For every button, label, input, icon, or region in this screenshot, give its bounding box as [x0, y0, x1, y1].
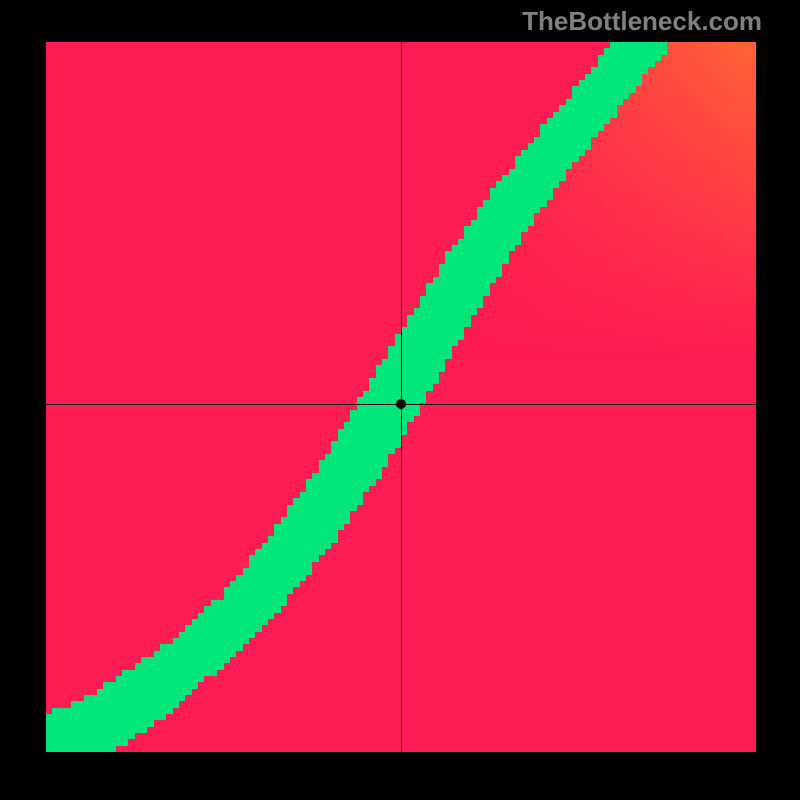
crosshair-marker [396, 399, 406, 409]
plot-area [46, 42, 756, 752]
watermark: TheBottleneck.com [522, 6, 762, 37]
crosshair-vertical [401, 42, 402, 752]
